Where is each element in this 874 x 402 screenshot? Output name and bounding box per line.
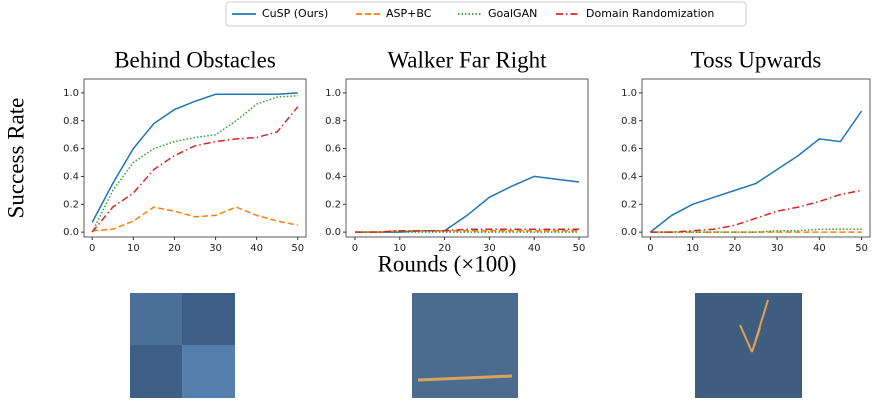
y-tick-label: 0.2 <box>621 199 637 210</box>
plot-area <box>345 78 589 238</box>
y-tick-label: 0.2 <box>63 199 79 210</box>
legend-label: CuSP (Ours) <box>262 7 328 20</box>
legend-label: Domain Randomization <box>586 7 714 20</box>
legend-label: ASP+BC <box>386 7 432 20</box>
series-line <box>355 228 579 233</box>
y-tick-label: 0.6 <box>621 144 637 155</box>
y-tick-label: 0.8 <box>621 116 637 127</box>
y-tick-label: 1.0 <box>621 88 637 99</box>
x-axis-label: Rounds (×100) <box>378 251 517 276</box>
series-line <box>649 110 863 233</box>
x-tick-label: 50 <box>291 243 304 254</box>
y-tick-label: 0.4 <box>621 171 637 182</box>
env-figure <box>739 299 769 353</box>
plot-area <box>83 78 307 238</box>
env-image <box>412 293 518 398</box>
legend: CuSP (Ours) ASP+BC GoalGAN Domain Randomiza… <box>232 7 714 20</box>
x-tick-label: 0 <box>89 243 95 254</box>
x-tick-label: 40 <box>528 243 541 254</box>
y-axis-label: Success Rate <box>3 98 28 219</box>
series-line <box>355 229 579 233</box>
x-tick-label: 0 <box>352 243 358 254</box>
x-tick-label: 50 <box>855 243 868 254</box>
y-tick-label: 0.4 <box>63 171 79 182</box>
y-tick-label: 0.0 <box>325 227 341 238</box>
y-tick-label: 0.8 <box>63 116 79 127</box>
chart-title: Toss Upwards <box>691 47 822 72</box>
series-line <box>91 94 298 233</box>
x-tick-label: 20 <box>729 243 742 254</box>
y-tick-label: 0.6 <box>325 144 341 155</box>
y-tick-label: 1.0 <box>63 88 79 99</box>
env-figure <box>417 374 513 382</box>
chart-title: Behind Obstacles <box>114 47 276 72</box>
x-tick-label: 30 <box>483 243 496 254</box>
series-line <box>355 175 580 233</box>
x-tick-label: 40 <box>250 243 263 254</box>
y-tick-label: 1.0 <box>325 88 341 99</box>
x-tick-label: 30 <box>771 243 784 254</box>
x-tick-label: 10 <box>686 243 699 254</box>
series-line <box>650 228 862 233</box>
series-line <box>91 92 298 223</box>
x-tick-label: 30 <box>209 243 222 254</box>
env-image-part <box>130 293 182 345</box>
x-tick-label: 20 <box>438 243 451 254</box>
y-tick-label: 0.8 <box>325 116 341 127</box>
y-tick-label: 0.2 <box>325 199 341 210</box>
y-tick-label: 0.0 <box>621 227 637 238</box>
x-tick-label: 50 <box>573 243 586 254</box>
env-images <box>130 293 802 398</box>
legend-label: GoalGAN <box>488 7 537 20</box>
y-tick-label: 0.0 <box>63 227 79 238</box>
y-tick-label: 0.4 <box>325 171 341 182</box>
x-tick-label: 10 <box>127 243 140 254</box>
y-tick-label: 0.6 <box>63 144 79 155</box>
x-tick-label: 20 <box>168 243 181 254</box>
series-line <box>91 106 299 233</box>
x-tick-label: 0 <box>647 243 653 254</box>
x-tick-label: 40 <box>813 243 826 254</box>
series-line <box>92 206 298 232</box>
x-tick-label: 10 <box>393 243 406 254</box>
env-image-part <box>182 345 235 398</box>
series-line <box>650 189 862 233</box>
chart-title: Walker Far Right <box>387 47 547 72</box>
legend-box <box>225 1 747 27</box>
